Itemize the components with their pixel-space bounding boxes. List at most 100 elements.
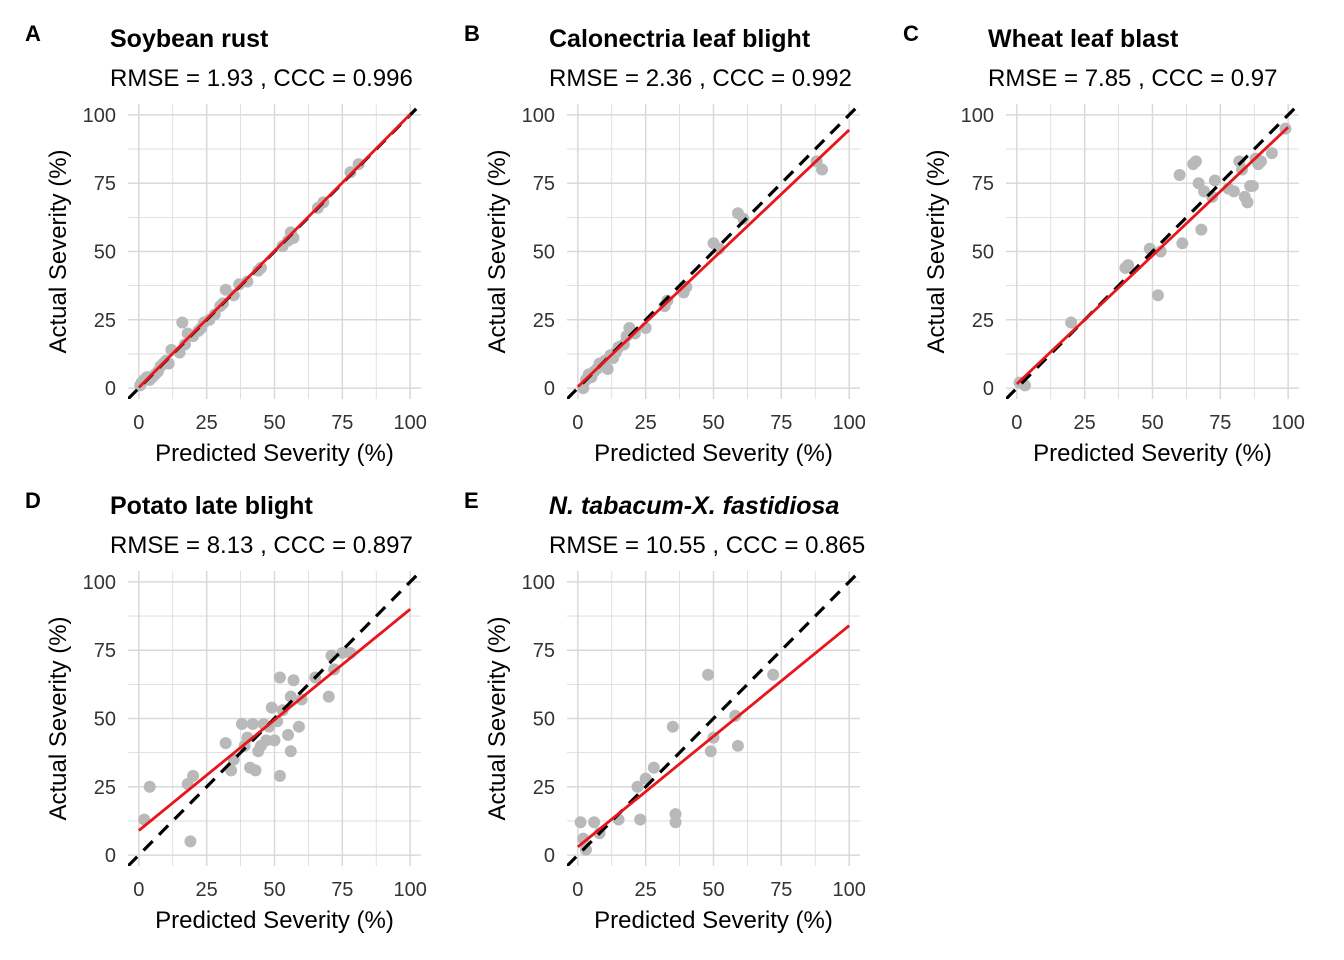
data-point — [265, 701, 278, 714]
x-tick-label: 50 — [702, 412, 724, 434]
data-point — [601, 362, 614, 375]
panel-e: 0 25 50 75 100 0 25 50 75 100 Predicted Severity (… — [464, 488, 866, 934]
data-point — [282, 728, 295, 741]
x-tick-label: 100 — [1271, 412, 1304, 434]
data-point — [273, 671, 286, 684]
data-point — [1265, 147, 1278, 160]
data-point — [178, 338, 191, 351]
panel-title: Soybean rust — [110, 25, 269, 53]
data-points — [1013, 122, 1292, 392]
data-points — [574, 668, 780, 856]
panel-title: Potato late blight — [110, 492, 313, 520]
data-point — [219, 737, 232, 750]
x-tick-label: 75 — [770, 412, 792, 434]
regression-line — [137, 113, 412, 389]
data-point — [634, 813, 647, 826]
y-tick-label: 50 — [972, 242, 994, 264]
y-tick-label: 0 — [544, 378, 555, 400]
data-point — [1176, 237, 1189, 250]
x-axis-label: Predicted Severity (%) — [594, 440, 833, 467]
y-tick-label: 100 — [83, 572, 116, 594]
panel-a: 0 25 50 75 100 0 25 50 75 100 Predicted Severity (… — [25, 21, 427, 467]
panel-title: Wheat leaf blast — [988, 25, 1179, 53]
x-tick-label: 75 — [331, 879, 353, 901]
y-tick-label: 75 — [533, 173, 555, 195]
y-tick-label: 100 — [83, 105, 116, 127]
data-points — [577, 155, 829, 395]
x-tick-label: 25 — [635, 879, 657, 901]
data-point — [184, 835, 197, 848]
regression-line — [1015, 126, 1290, 385]
y-tick-label: 50 — [533, 709, 555, 731]
y-tick-label: 100 — [522, 105, 555, 127]
x-tick-label: 75 — [770, 879, 792, 901]
x-tick-label: 25 — [196, 412, 218, 434]
y-axis-label: Actual Severity (%) — [484, 149, 511, 353]
data-point — [574, 816, 587, 829]
data-point — [227, 289, 240, 302]
y-tick-label: 0 — [105, 378, 116, 400]
data-point — [249, 764, 262, 777]
data-point — [1065, 316, 1078, 329]
x-tick-label: 0 — [1011, 412, 1022, 434]
data-point — [631, 780, 644, 793]
data-point — [284, 745, 297, 758]
data-point — [729, 709, 742, 722]
data-point — [187, 769, 200, 782]
y-tick-label: 25 — [533, 777, 555, 799]
panel-stats: RMSE = 10.55 , CCC = 0.865 — [549, 532, 865, 559]
data-point — [588, 816, 601, 829]
x-axis-label: Predicted Severity (%) — [594, 907, 833, 934]
x-tick-label: 50 — [1141, 412, 1163, 434]
panel-label: B — [464, 21, 480, 46]
regression-line — [576, 128, 851, 388]
panel-label: D — [25, 488, 41, 513]
gridlines — [128, 104, 421, 399]
data-point — [1151, 289, 1164, 302]
data-point — [287, 674, 300, 687]
data-point — [1154, 245, 1167, 258]
panel-label: C — [903, 21, 919, 46]
data-point — [579, 843, 592, 856]
x-axis-label: Predicted Severity (%) — [155, 907, 394, 934]
x-tick-label: 25 — [635, 412, 657, 434]
y-axis-label: Actual Severity (%) — [484, 616, 511, 820]
gridlines — [128, 571, 421, 866]
y-tick-label: 75 — [94, 173, 116, 195]
data-point — [241, 275, 254, 288]
panel-c: 0 25 50 75 100 0 25 50 75 100 Predicted Severity (… — [903, 21, 1305, 467]
x-tick-label: 50 — [263, 412, 285, 434]
panel-stats: RMSE = 7.85 , CCC = 0.97 — [988, 65, 1277, 92]
x-tick-label: 100 — [832, 412, 865, 434]
data-point — [737, 212, 750, 225]
x-tick-label: 100 — [832, 879, 865, 901]
data-point — [1246, 179, 1259, 192]
regression-line — [576, 624, 851, 848]
data-point — [816, 163, 829, 176]
y-tick-label: 25 — [94, 310, 116, 332]
y-axis-label: Actual Severity (%) — [45, 149, 72, 353]
y-tick-label: 50 — [94, 709, 116, 731]
y-tick-label: 50 — [94, 242, 116, 264]
x-tick-label: 0 — [133, 412, 144, 434]
data-point — [647, 761, 660, 774]
data-point — [1195, 223, 1208, 236]
data-point — [143, 780, 156, 793]
data-points — [134, 158, 365, 392]
x-tick-label: 75 — [1209, 412, 1231, 434]
y-tick-label: 0 — [983, 378, 994, 400]
data-point — [1241, 196, 1254, 209]
data-point — [235, 717, 248, 730]
data-point — [767, 668, 780, 681]
y-tick-label: 0 — [105, 845, 116, 867]
y-tick-label: 75 — [972, 173, 994, 195]
data-point — [322, 690, 335, 703]
x-tick-label: 100 — [393, 412, 426, 434]
data-point — [292, 720, 305, 733]
data-point — [344, 166, 357, 179]
panel-title: Calonectria leaf blight — [549, 25, 811, 53]
data-point — [731, 739, 744, 752]
x-tick-label: 100 — [393, 879, 426, 901]
y-tick-label: 100 — [961, 105, 994, 127]
data-point — [284, 690, 297, 703]
